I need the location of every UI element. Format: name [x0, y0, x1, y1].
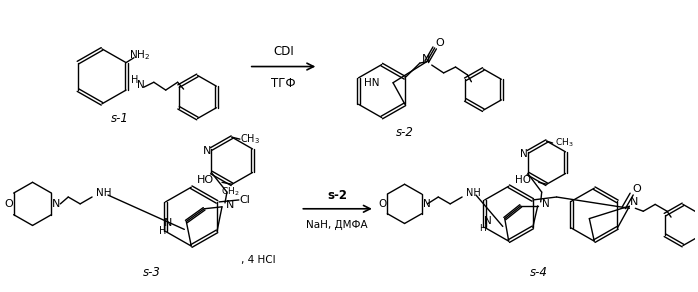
Text: H: H: [131, 75, 138, 85]
Text: HO: HO: [197, 175, 214, 185]
Text: N: N: [225, 200, 234, 210]
Text: N: N: [52, 199, 61, 209]
Text: HN: HN: [364, 78, 379, 88]
Text: ТГФ: ТГФ: [272, 77, 296, 90]
Text: NH: NH: [96, 188, 112, 198]
Text: N: N: [484, 215, 492, 225]
Text: N: N: [422, 199, 430, 209]
Text: CH$_3$: CH$_3$: [555, 137, 573, 149]
Text: N: N: [164, 218, 172, 229]
Text: H: H: [159, 226, 166, 236]
Text: O: O: [4, 199, 13, 209]
Text: O: O: [436, 38, 444, 48]
Text: N: N: [630, 197, 639, 207]
Text: s-2: s-2: [327, 189, 347, 201]
Text: CH$_2$: CH$_2$: [221, 186, 239, 198]
Text: O: O: [378, 199, 387, 209]
Text: s-3: s-3: [142, 266, 161, 279]
Text: s-2: s-2: [396, 126, 413, 139]
Text: Cl: Cl: [239, 195, 251, 205]
Text: CDI: CDI: [273, 45, 294, 58]
Text: N: N: [137, 80, 144, 90]
Text: N: N: [520, 149, 528, 159]
Text: H: H: [479, 224, 486, 233]
Text: NH: NH: [466, 188, 481, 198]
Text: N: N: [422, 54, 430, 64]
Text: O: O: [632, 184, 641, 194]
Text: N: N: [203, 146, 211, 156]
Text: s-1: s-1: [111, 112, 128, 125]
Text: NH$_2$: NH$_2$: [129, 48, 151, 62]
Text: NaH, ДМФА: NaH, ДМФА: [306, 220, 368, 230]
Text: HO: HO: [515, 175, 530, 185]
Text: s-4: s-4: [530, 266, 547, 279]
Text: , 4 HCl: , 4 HCl: [241, 255, 276, 265]
Text: CH$_3$: CH$_3$: [240, 132, 260, 146]
Text: N: N: [542, 199, 549, 209]
